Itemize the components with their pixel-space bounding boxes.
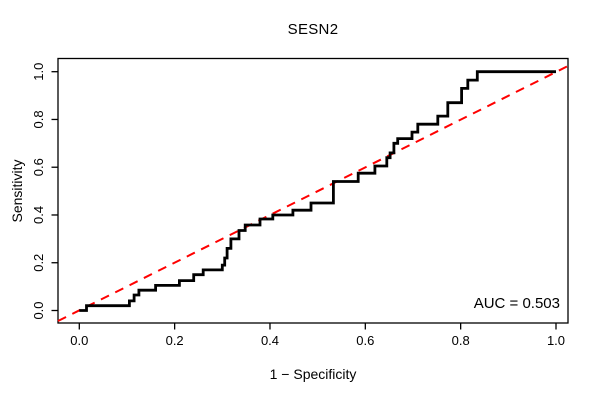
x-axis-title: 1 − Specificity [269,366,357,382]
x-tick-label: 0.4 [261,333,279,348]
x-tick-label: 1.0 [547,333,565,348]
x-tick-label: 0.8 [452,333,470,348]
chance-diagonal-line [57,65,569,322]
y-tick-label: 0.4 [31,206,46,224]
chart-title: SESN2 [287,21,339,38]
y-tick-label: 0.8 [31,110,46,128]
y-axis-title: Sensitivity [9,159,25,223]
y-tick-label: 0.2 [31,254,46,272]
x-tick-label: 0.2 [166,333,184,348]
x-tick-label: 0.0 [70,333,88,348]
y-tick-label: 0.6 [31,158,46,176]
y-tick-label: 1.0 [31,63,46,81]
y-tick-label: 0.0 [31,301,46,319]
x-tick-label: 0.6 [356,333,374,348]
roc-curve-line [79,70,556,312]
auc-value-label: AUC = 0.503 [473,295,560,312]
plot-box [57,57,569,324]
